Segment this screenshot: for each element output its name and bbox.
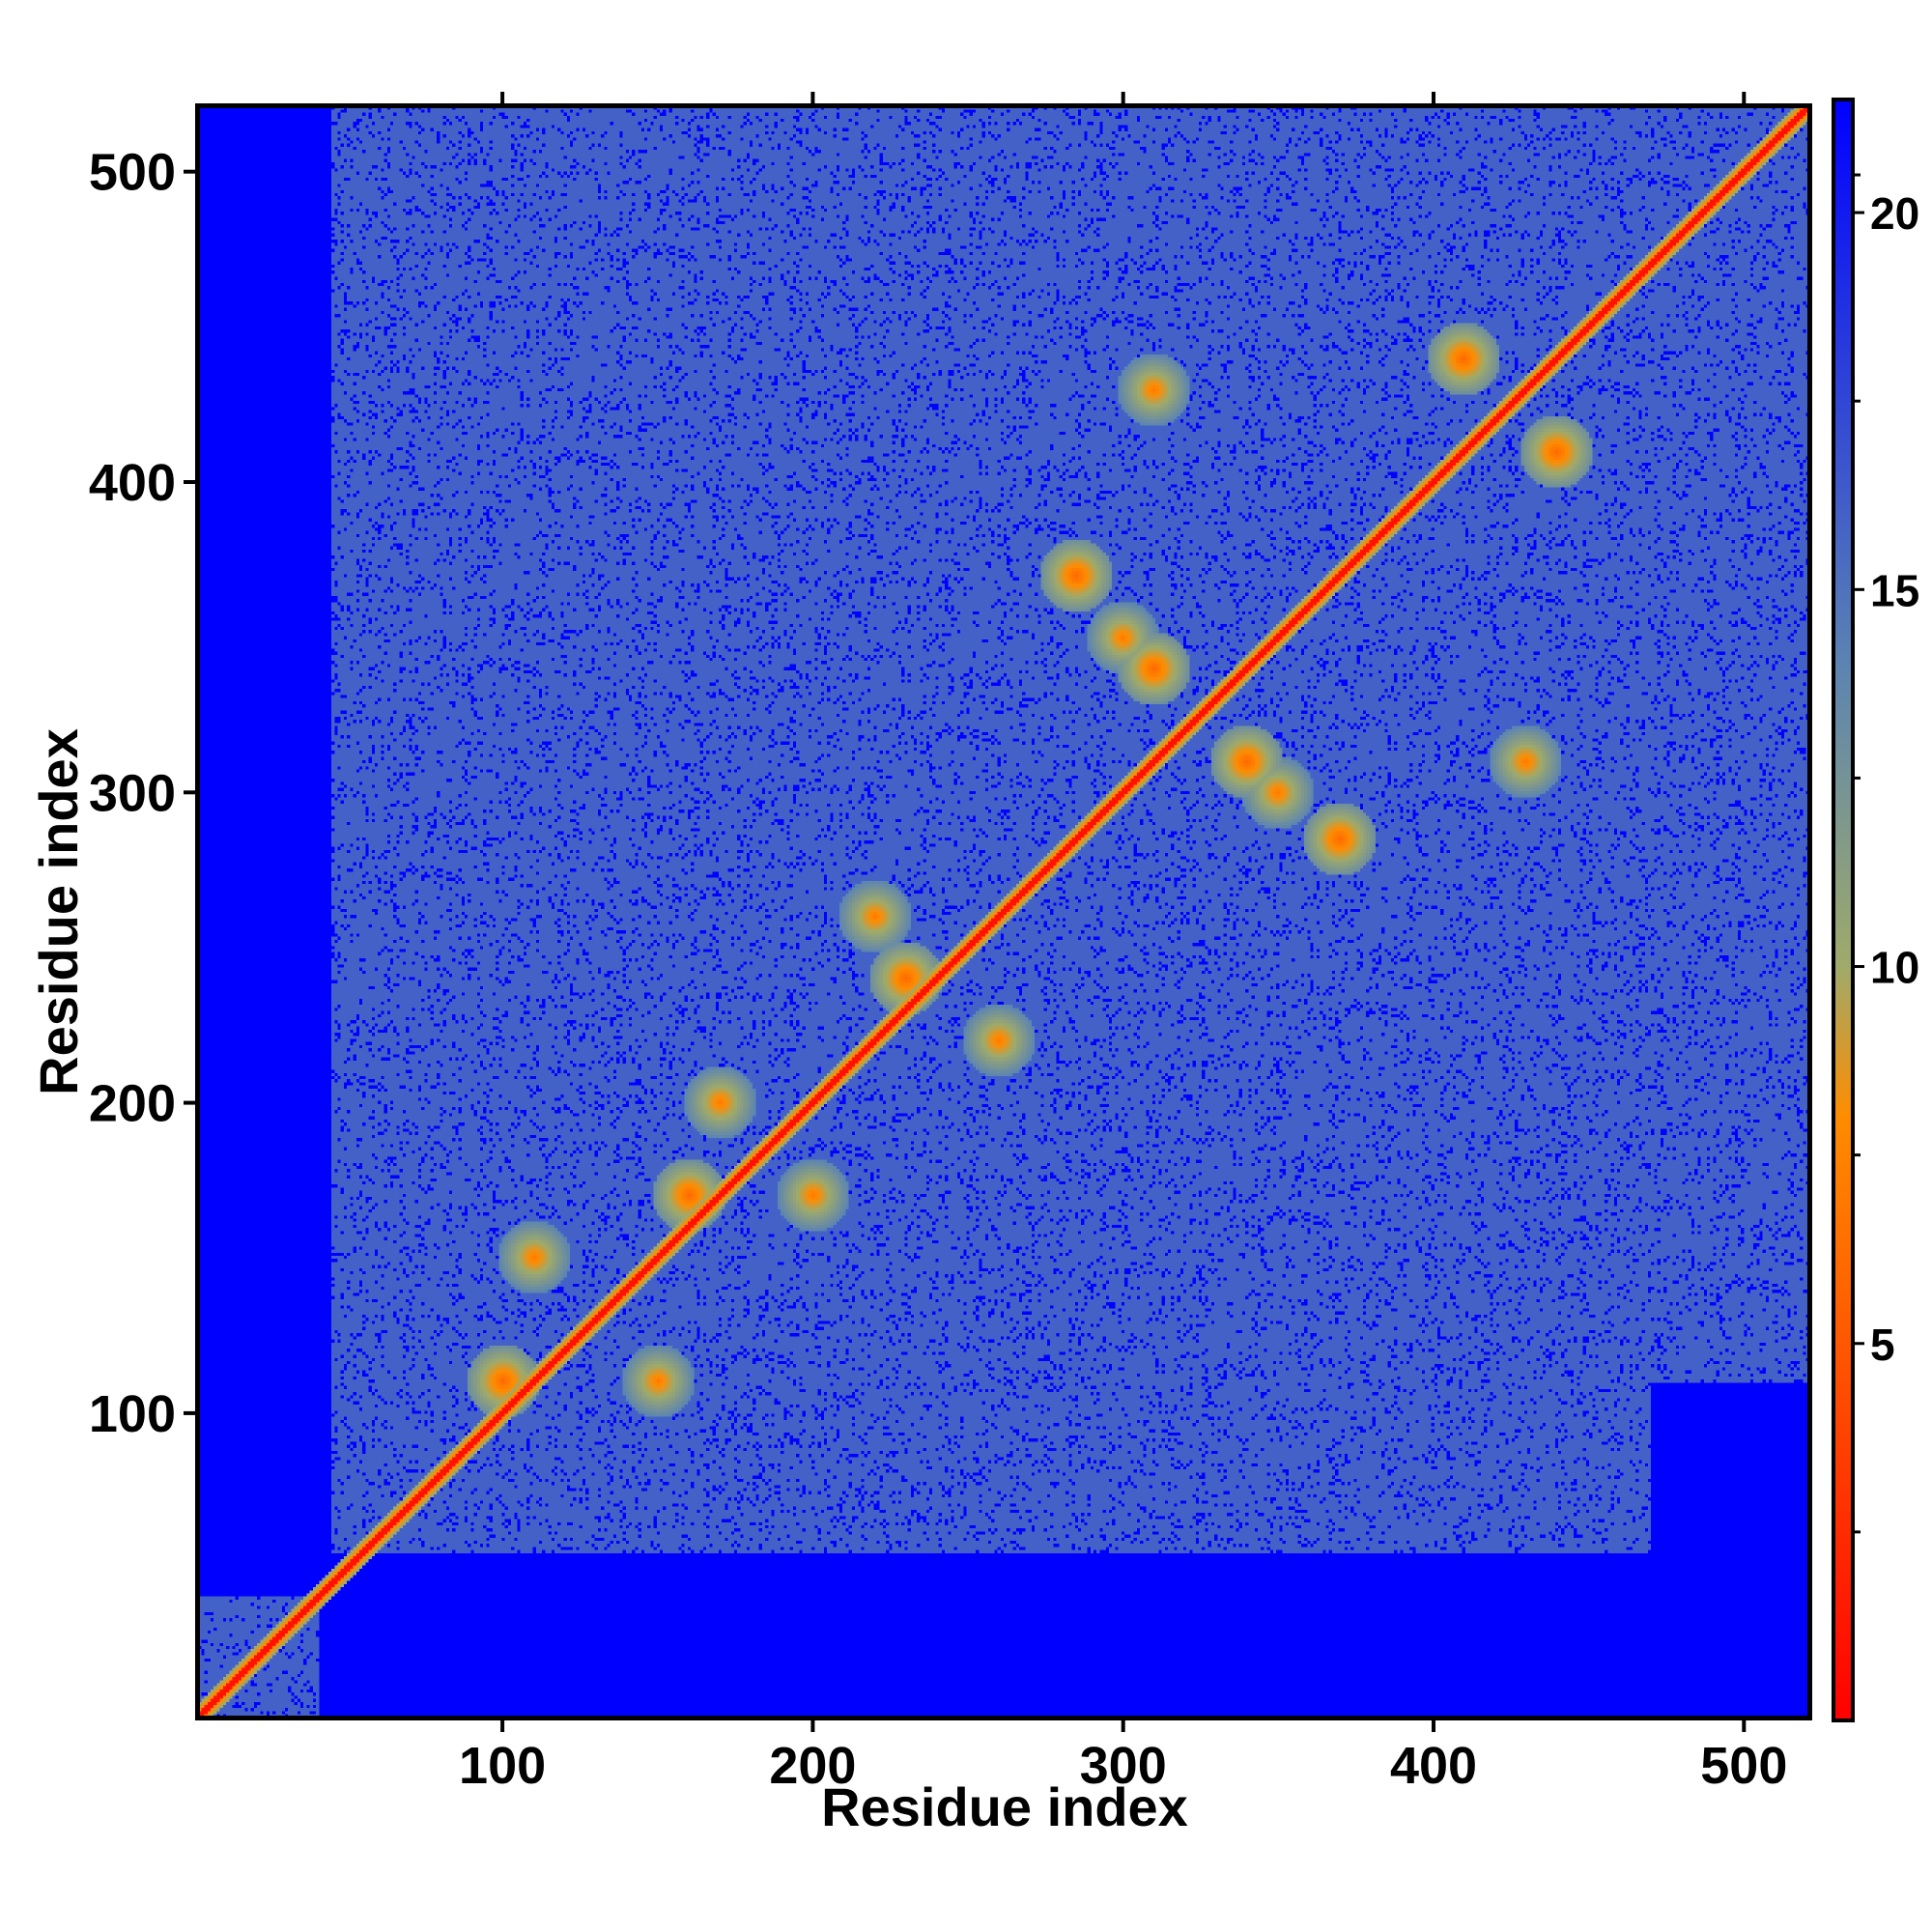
y-tick-label: 100 [89,1385,176,1443]
y-tick-label: 400 [89,454,176,512]
plot-area [195,103,1812,1720]
y-tick-label: 500 [89,144,176,202]
y-tick-label: 300 [89,764,176,822]
heatmap-image [195,103,1812,1720]
colorbar-gradient [1832,98,1855,1722]
x-axis-ticks: 100 200 300 400 500 [459,92,1787,1795]
colorbar: 5 10 15 20 [1832,98,1919,1722]
y-tick-label: 200 [89,1075,176,1133]
y-axis-title: Residue index [28,728,89,1095]
x-tick-label: 200 [769,1737,856,1795]
x-tick-label: 100 [459,1737,546,1795]
colorbar-tick-label: 5 [1870,1320,1895,1370]
x-tick-label: 300 [1080,1737,1167,1795]
x-tick-label: 400 [1390,1737,1477,1795]
x-tick-label: 500 [1700,1737,1787,1795]
y-axis-ticks: 100 200 300 400 500 [89,144,195,1443]
colorbar-tick-label: 10 [1870,943,1919,993]
colorbar-tick-label: 20 [1870,188,1919,239]
x-axis-title: Residue index [821,1776,1188,1837]
colorbar-tick-label: 15 [1870,565,1919,615]
